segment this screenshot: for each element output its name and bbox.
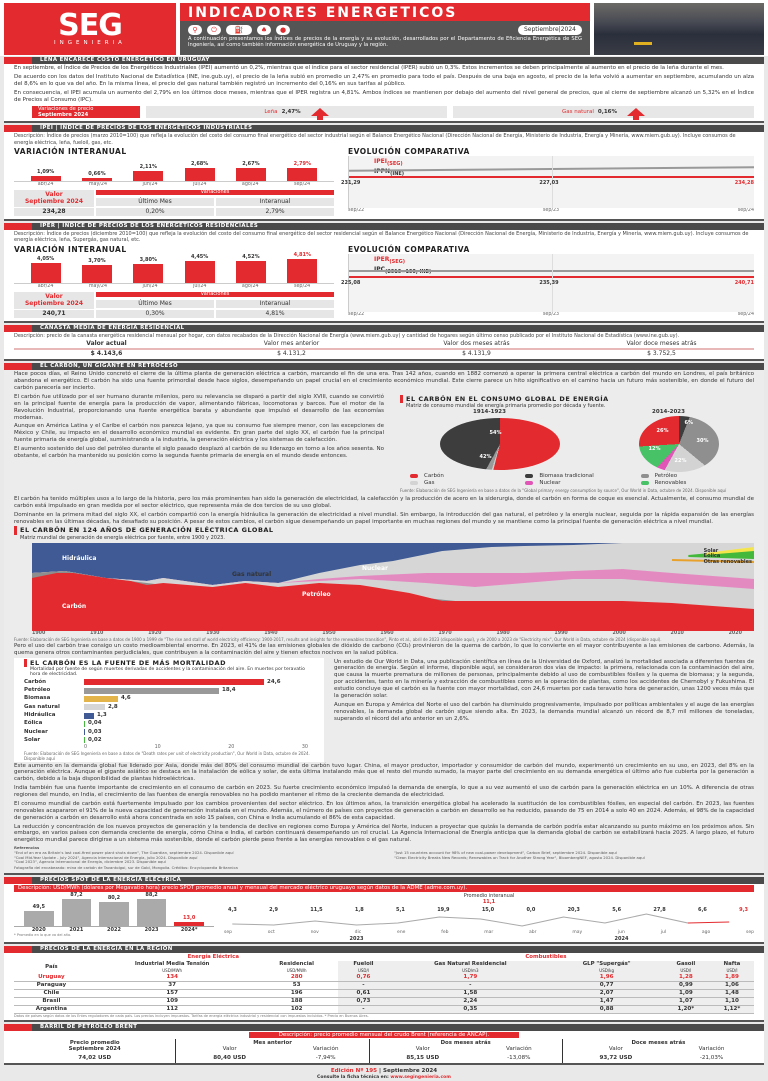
section-title: EL CARBÓN, UN GIGANTE EN RETROCESO [40, 363, 178, 370]
paragraph: Aunque en América Latina y el Caribe el … [14, 423, 384, 444]
page-title: INDICADORES ENERGETICOS [180, 3, 590, 21]
paragraph: Dominante en la primera mitad del siglo … [14, 511, 754, 525]
ipei-line-chart: IPEI(SEG)IPPN(INE) 231,29 227,03 234,28 [341, 156, 754, 209]
spot-monthly-chart: Promedio interanual 11,1 4,3 2,9 11,5 1,8 5,1… [224, 892, 754, 942]
section-spot: PRECIOS SPOT DE LA ENERGÍA ELÉCTRICA Des… [4, 876, 764, 944]
table-row: Brasil 109 188 0,73 2,24 1,47 1,07 1,10 [14, 997, 754, 1007]
paragraph: Un estudio de Our World in Data, una pub… [334, 658, 754, 699]
paragraph: El consumo mundial de carbón está fuerte… [14, 800, 754, 821]
lena-variation: Leña 2,47% [146, 106, 447, 121]
iper-bar-chart: 4,05% 3,70% 3,80% 4,45% 4,52% 4,81% [14, 252, 334, 285]
paragraph: Hace pocos días, el Reino Unido concretó… [14, 371, 754, 392]
website-link[interactable]: www.segingenieria.com [390, 1075, 451, 1081]
paragraph: De acuerdo con los datos del Instituto N… [14, 73, 754, 87]
section-title: PRECIOS DE LA ENERGÍA EN LA REGIÓN [40, 945, 173, 952]
table-row: Chile 157 196 0,61 1,58 2,07 1,09 1,48 [14, 989, 754, 999]
price-variation-label: Variaciones de precio Septiembre 2024 [32, 106, 140, 119]
paragraph: Este aumento en la demanda global fue li… [14, 762, 754, 783]
generation-area-chart: Hidráulica Gas natural Nuclear Petróleo … [32, 542, 754, 631]
description: Descripción: Índice de precios (marzo 20… [14, 133, 736, 146]
spot-line [232, 913, 730, 927]
iper-line-chart: IPER(SEG)IPC(2010=100, INE) 225,08 235,3… [341, 254, 754, 313]
paragraph: El carbón ha tenido múltiples usos a lo … [14, 495, 754, 509]
chart-title: EL CARBÓN EN 124 AÑOS DE GENERACIÓN ELÉC… [14, 526, 754, 535]
section-region: PRECIOS DE LA ENERGÍA EN LA REGIÓN Energ… [4, 945, 764, 1022]
description: Descripción: Índice de precios (diciembr… [14, 231, 749, 244]
edition-date: Septiembre|2024 [518, 25, 582, 35]
iper-summary-table: Valor Septiembre 2024 Variaciones Último … [14, 292, 334, 319]
paragraph: Aunque en Europa y América del Norte el … [334, 701, 754, 722]
intro-text: A continuación presentamos los índices d… [188, 36, 582, 48]
chart-title: VARIACIÓN INTERANUAL [14, 244, 127, 254]
description: Descripción: precio de la canasta energé… [14, 333, 680, 340]
coal-mine-photo [594, 3, 764, 55]
seg-logo: SEG INGENIERIA [4, 3, 176, 55]
mortality-chart: EL CARBÓN ES LA FUENTE DE MÁS MORTALIDAD… [14, 657, 324, 762]
pie-2014: 26% 6% 30% 22% 12% [638, 416, 719, 473]
arrow-up-icon [627, 108, 645, 121]
table-row: Paraguay 37 53- -0,77 0,99 1,06 [14, 981, 754, 991]
wind-turbine-icon: ⚲ [188, 25, 202, 35]
section-carbon: EL CARBÓN, UN GIGANTE EN RETROCESO Hace … [4, 363, 764, 875]
area-x-axis: 1900 1910 1920 1930 1940 1950 1960 1970 1980 1990… [32, 630, 742, 636]
chart-title: VARIACIÓN INTERANUAL [14, 146, 127, 156]
section-title: IPER | ÍNDICE DE PRECIOS DE LOS ENERGÉTI… [40, 223, 259, 230]
section-canasta: CANASTA MEDIA DE ENERGÍA RESIDENCIAL Des… [4, 325, 764, 362]
description: Descripción: precio promedio mensual del… [249, 1031, 519, 1039]
flame-icon: ♠ [257, 25, 271, 35]
pie-legend: Carbón Biomasa tradicional Petróleo Gas … [400, 472, 758, 488]
header: SEG INGENIERIA INDICADORES ENERGETICOS ⚲… [0, 0, 768, 56]
arrow-up-icon [310, 108, 329, 121]
region-price-table: Energía Eléctrica Combustibles País Indus… [14, 954, 754, 1015]
spot-annual-chart: 49,5 87,2 80,2 88,2 13,0 2020 2021 2022 202… [14, 892, 214, 942]
canasta-table: Valor actual Valor mes anterior Valor dos … [4, 340, 764, 359]
section-iper: IPER | ÍNDICE DE PRECIOS DE LOS ENERGÉTI… [4, 223, 764, 324]
section-title: BARRIL DE PETRÓLEO BRENT [40, 1023, 138, 1030]
ipei-bar-chart: 1,09% 0,66% 2,11% 2,68% 2,67% 2,79% [14, 156, 334, 183]
section-ipei: IPEI | ÍNDICE DE PRECIOS DE LOS ENERGÉTI… [4, 125, 764, 222]
paragraph: En consecuencia, el IPEI acumula un aume… [14, 89, 754, 103]
brent-table: Precio promedio Septiembre 2024 Mes anteri… [14, 1039, 754, 1064]
section-title: CANASTA MEDIA DE ENERGÍA RESIDENCIAL [40, 325, 185, 332]
footer: Edición Nº 195 | Septiembre 2024 Consult… [317, 1068, 451, 1081]
section-title: PRECIOS SPOT DE LA ENERGÍA ELÉCTRICA [40, 876, 182, 883]
references: Referencias "End of an era as Britain's l… [14, 845, 645, 865]
table-row: Argentina 112 102-0,35 0,88 1,20* 1,12* [14, 1005, 754, 1015]
drop-icon: ● [276, 25, 290, 35]
plug-icon: ⏻ [207, 25, 221, 35]
paragraph: Pero el uso del carbón trae consigo un c… [14, 642, 754, 656]
chart-title: EVOLUCIÓN COMPARATIVA [348, 146, 470, 156]
section-lena: LEÑA ENCARECE COSTO ENERGÉTICO EN URUGUA… [4, 57, 764, 124]
paragraph: El carbón fue utilizado por el ser human… [14, 393, 384, 421]
description: Descripción: USD/MWh (dólares por Megava… [14, 884, 754, 892]
paragraph: India también fue una fuente importante … [14, 785, 754, 799]
table-row: Uruguay 134 280 0,76 1,79 1,96 1,28 1,89 [14, 974, 754, 983]
section-brent: BARRIL DE PETRÓLEO BRENT Descripción: pr… [4, 1023, 764, 1066]
section-title: LEÑA ENCARECE COSTO ENERGÉTICO EN URUGUA… [40, 57, 210, 63]
title-block: INDICADORES ENERGETICOS ⚲ ⏻ ⛽ ♠ ● Septie… [180, 3, 590, 55]
paragraph: El aumento sostenido del uso del petróle… [14, 446, 384, 459]
pie-1914: 54% 42% [439, 418, 560, 471]
fuel-pump-icon: ⛽ [226, 25, 252, 35]
paragraph: En septiembre, el Índice de Precios de l… [14, 65, 724, 71]
ipei-summary-table: Valor Septiembre 2024 Variaciones Último … [14, 190, 334, 217]
logo-subtitle: INGENIERIA [54, 39, 126, 46]
chart-title: EVOLUCIÓN COMPARATIVA [348, 244, 470, 254]
logo-text: SEG [58, 7, 123, 43]
gas-variation: Gas natural 0,16% [453, 106, 754, 121]
paragraph: La reducción y concentración de los nuev… [14, 823, 754, 844]
pie-chart-block: EL CARBÓN EN EL CONSUMO GLOBAL DE ENERGÍ… [394, 393, 764, 495]
section-title: IPEI | ÍNDICE DE PRECIOS DE LOS ENERGÉTI… [40, 125, 253, 132]
